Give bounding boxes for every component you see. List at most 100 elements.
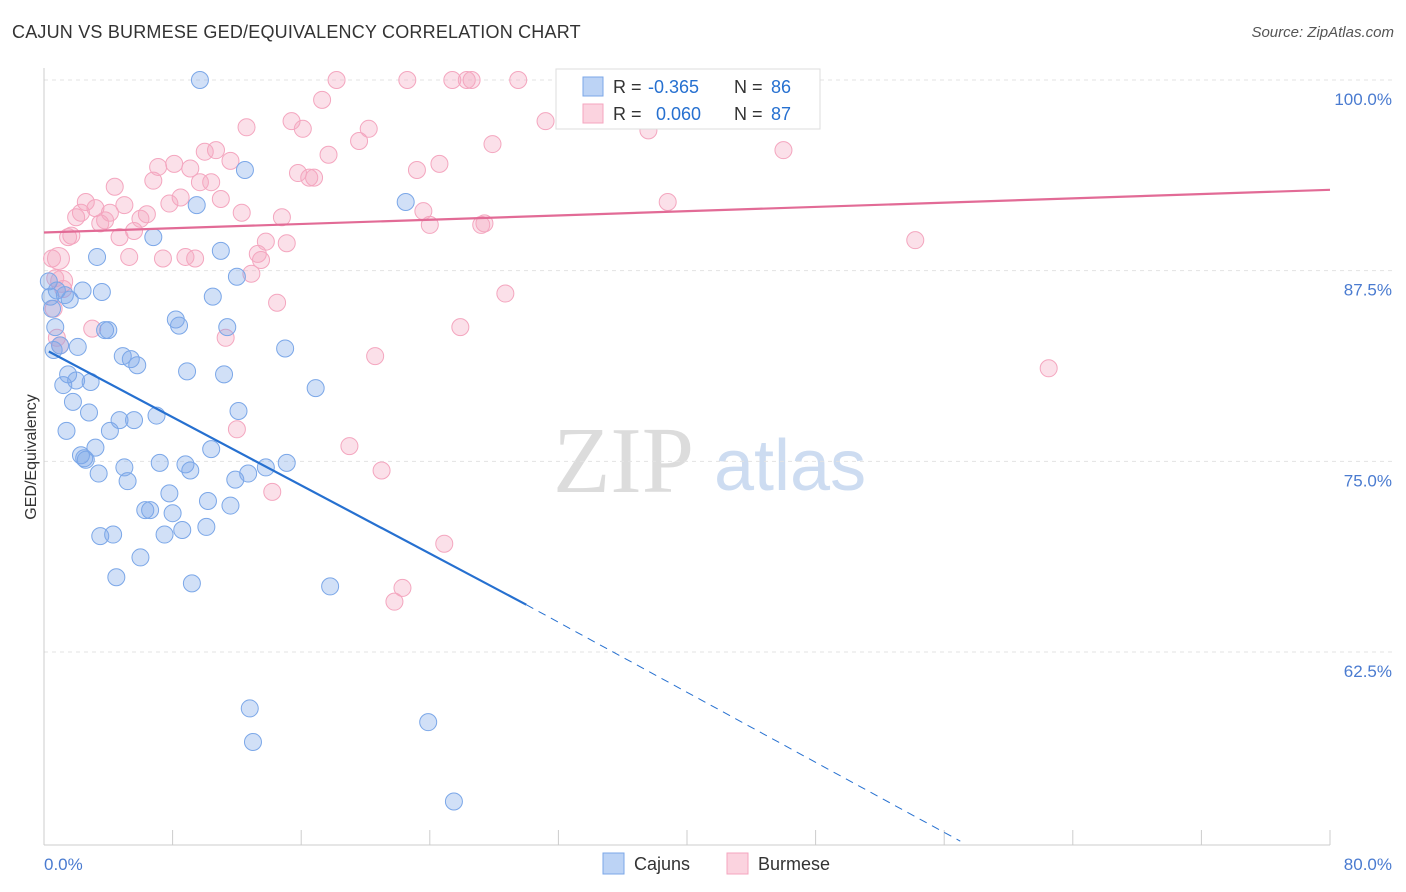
cajuns-point bbox=[43, 299, 62, 318]
burmese-point bbox=[268, 293, 287, 312]
burmese-point bbox=[293, 119, 312, 138]
cajuns-point bbox=[235, 160, 254, 179]
y-axis-label: GED/Equivalency bbox=[23, 394, 40, 519]
burmese-point bbox=[227, 420, 246, 439]
cajuns-point bbox=[198, 491, 217, 510]
burmese-point bbox=[100, 203, 119, 222]
cajuns-point bbox=[125, 411, 144, 430]
burmese-point bbox=[137, 205, 156, 224]
burmese-point bbox=[536, 112, 555, 131]
burmese-point bbox=[221, 151, 240, 170]
cajuns-r-label: R = bbox=[613, 77, 642, 97]
cajuns-point bbox=[63, 392, 82, 411]
cajuns-point bbox=[221, 496, 240, 515]
burmese-point bbox=[435, 534, 454, 553]
cajuns-point bbox=[187, 196, 206, 215]
burmese-point bbox=[350, 132, 369, 151]
burmese-point bbox=[211, 189, 230, 208]
legend-burmese-label: Burmese bbox=[758, 854, 830, 874]
y-tick-label: 100.0% bbox=[1334, 90, 1392, 109]
burmese-point bbox=[393, 578, 412, 597]
cajuns-point bbox=[46, 318, 65, 337]
burmese-point bbox=[242, 264, 261, 283]
burmese-point bbox=[46, 246, 70, 270]
cajuns-point bbox=[60, 290, 79, 309]
cajuns-r-value: -0.365 bbox=[648, 77, 699, 97]
x-tick-label-min: 0.0% bbox=[44, 855, 83, 874]
burmese-point bbox=[105, 177, 124, 196]
burmese-point bbox=[359, 119, 378, 138]
cajuns-n-value: 86 bbox=[771, 77, 791, 97]
burmese-n-value: 87 bbox=[771, 104, 791, 124]
burmese-n-label: N = bbox=[734, 104, 763, 124]
cajuns-point bbox=[160, 484, 179, 503]
cajuns-point bbox=[107, 568, 126, 587]
burmese-point bbox=[115, 196, 134, 215]
cajuns-point bbox=[197, 517, 216, 536]
cajuns-point bbox=[110, 411, 129, 430]
cajuns-point bbox=[202, 440, 221, 459]
burmese-point bbox=[340, 437, 359, 456]
cajuns-point bbox=[131, 548, 150, 567]
cajuns-point bbox=[215, 365, 234, 384]
burmese-point bbox=[252, 250, 271, 269]
y-tick-label: 62.5% bbox=[1344, 662, 1392, 681]
watermark: ZIP atlas bbox=[553, 409, 866, 513]
stats-box: R = -0.365 N = 86 R = 0.060 N = 87 bbox=[555, 68, 821, 130]
cajuns-point bbox=[68, 337, 87, 356]
chart-source: Source: ZipAtlas.com bbox=[1251, 24, 1394, 41]
burmese-point bbox=[472, 215, 491, 234]
burmese-point bbox=[443, 71, 462, 89]
burmese-point bbox=[149, 157, 168, 176]
burmese-point bbox=[300, 168, 319, 187]
cajuns-point bbox=[243, 732, 262, 751]
burmese-point bbox=[202, 173, 221, 192]
cajuns-point bbox=[239, 464, 258, 483]
cajuns-point bbox=[218, 318, 237, 337]
burmese-r-label: R = bbox=[613, 104, 642, 124]
burmese-point bbox=[496, 284, 515, 303]
cajuns-point bbox=[51, 336, 70, 355]
burmese-point bbox=[181, 159, 200, 178]
burmese-point bbox=[407, 160, 426, 179]
cajuns-point bbox=[306, 379, 325, 398]
cajuns-point bbox=[141, 501, 160, 520]
burmese-point bbox=[76, 193, 95, 212]
burmese-point bbox=[774, 141, 793, 160]
x-tick-label-max: 80.0% bbox=[1344, 855, 1392, 874]
burmese-point bbox=[62, 226, 81, 245]
cajuns-point bbox=[88, 247, 107, 266]
x-ticks bbox=[43, 830, 1331, 845]
legend-cajuns-swatch bbox=[602, 852, 625, 875]
burmese-point bbox=[483, 135, 502, 154]
cajuns-point bbox=[321, 577, 340, 596]
burmese-point bbox=[451, 318, 470, 337]
cajuns-stats-swatch bbox=[582, 76, 604, 97]
cajuns-point bbox=[229, 401, 248, 420]
cajuns-points bbox=[39, 71, 463, 811]
burmese-point bbox=[263, 482, 282, 501]
cajuns-point bbox=[104, 525, 123, 544]
cajuns-point bbox=[73, 281, 92, 300]
cajuns-point bbox=[163, 504, 182, 523]
burmese-point bbox=[144, 171, 163, 190]
cajuns-point bbox=[99, 321, 118, 340]
cajuns-point bbox=[170, 316, 189, 335]
cajuns-point bbox=[155, 525, 174, 544]
cajuns-n-label: N = bbox=[734, 77, 763, 97]
burmese-point bbox=[207, 141, 226, 160]
y-tick-labels: 62.5% 75.0% 87.5% 100.0% bbox=[1334, 90, 1392, 681]
burmese-point bbox=[658, 193, 677, 212]
burmese-point bbox=[165, 154, 184, 173]
watermark-atlas: atlas bbox=[714, 426, 866, 506]
burmese-point bbox=[272, 208, 291, 227]
burmese-point bbox=[195, 142, 214, 161]
cajuns-point bbox=[67, 371, 86, 390]
cajuns-point bbox=[91, 527, 110, 546]
burmese-point bbox=[186, 249, 205, 268]
burmese-point bbox=[372, 461, 391, 480]
burmese-point bbox=[457, 71, 476, 89]
burmese-point bbox=[71, 203, 90, 222]
cajuns-point bbox=[89, 464, 108, 483]
cajuns-point bbox=[128, 356, 147, 375]
